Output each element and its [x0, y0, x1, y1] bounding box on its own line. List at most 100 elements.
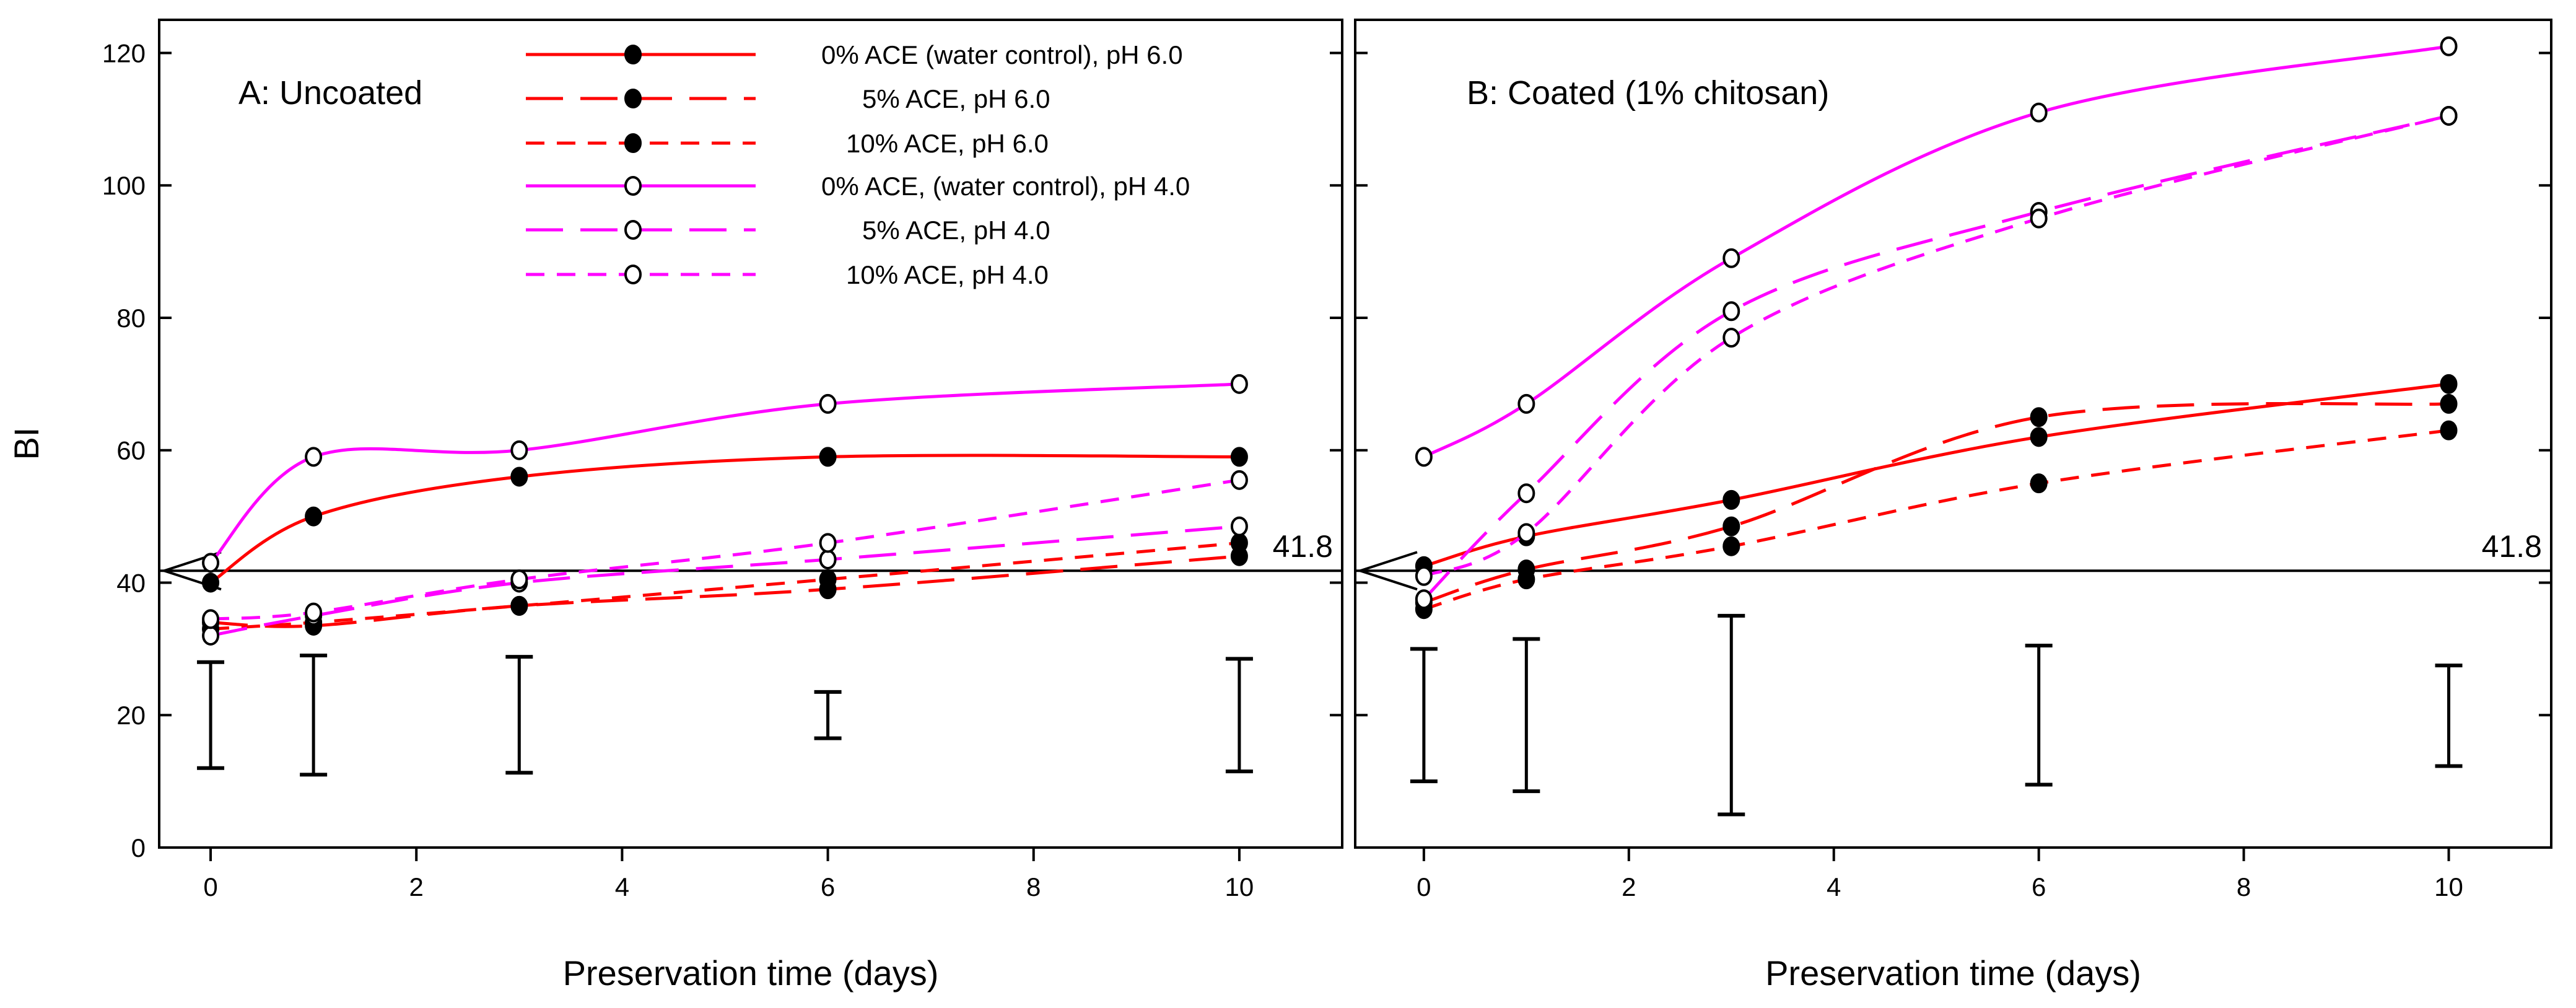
error-bar — [1410, 647, 1438, 784]
series-6 — [202, 470, 1248, 629]
error-bar — [2435, 664, 2463, 768]
y-tick-label: 80 — [116, 304, 146, 333]
data-point — [1230, 374, 1248, 394]
data-point — [1415, 566, 1433, 586]
legend-label: 5% ACE, pH 6.0 — [862, 84, 1050, 113]
legend-label: 0% ACE (water control), pH 6.0 — [821, 40, 1183, 69]
data-point — [1230, 516, 1248, 537]
series-2 — [202, 546, 1248, 636]
legend: 0% ACE (water control), pH 6.0 5% ACE, pH… — [526, 40, 1190, 289]
series-line — [1423, 401, 2449, 604]
error-bar — [2025, 644, 2053, 787]
error-bar — [814, 690, 842, 740]
panel-title: A: Uncoated — [238, 74, 422, 112]
data-point — [1722, 301, 1740, 322]
plot-frame — [158, 19, 1343, 849]
data-point — [1230, 447, 1248, 467]
legend-label: 0% ACE, (water control), pH 4.0 — [821, 172, 1190, 201]
y-axis-title: BI — [7, 427, 46, 460]
data-point — [2030, 208, 2048, 229]
data-point — [1722, 328, 1740, 348]
x-tick-label: 0 — [203, 872, 217, 901]
x-tick-label: 4 — [1827, 872, 1841, 901]
data-point — [202, 553, 220, 573]
data-point — [1722, 248, 1740, 268]
y-tick-label: 0 — [131, 833, 146, 862]
reference-arrow-icon — [1356, 551, 1418, 591]
legend-label: 5% ACE, pH 4.0 — [862, 216, 1050, 245]
series-line — [1423, 114, 2450, 578]
series-line — [210, 541, 1240, 631]
data-point — [2030, 427, 2048, 447]
series-line — [210, 554, 1240, 628]
legend-item: 10% ACE, pH 6.0 — [526, 129, 1049, 158]
y-tick-label: 40 — [116, 568, 146, 597]
series-6 — [1415, 105, 2458, 586]
data-point — [202, 625, 220, 646]
data-point — [305, 506, 323, 527]
data-point — [819, 447, 837, 467]
x-tick-label: 2 — [409, 872, 424, 901]
data-point — [819, 550, 837, 570]
x-tick-label: 8 — [1026, 872, 1041, 901]
legend-marker — [624, 45, 642, 64]
plot-frame — [1354, 19, 2552, 849]
y-tick-label: 100 — [102, 171, 146, 200]
data-point — [510, 569, 528, 590]
data-point — [2030, 473, 2048, 494]
x-axis-title: Preservation time (days) — [1765, 953, 2141, 993]
series-1 — [202, 447, 1248, 593]
series-2 — [1415, 393, 2458, 613]
legend-marker — [624, 133, 642, 153]
data-point — [510, 467, 528, 487]
data-point — [2440, 105, 2458, 126]
series-3 — [1415, 420, 2458, 620]
legend-marker — [624, 220, 642, 240]
panel-b: 0 2 4 6 8 10 Preservation time (days) B: Coated… — [1354, 19, 2552, 993]
data-point — [1415, 589, 1433, 610]
data-point — [1517, 483, 1535, 504]
data-point — [819, 393, 837, 414]
x-tick-label: 10 — [1225, 872, 1254, 901]
error-bar — [505, 655, 533, 775]
x-tick-label: 8 — [2237, 872, 2251, 901]
data-point — [1230, 470, 1248, 490]
reference-label: 41.8 — [2482, 529, 2542, 564]
data-point — [2030, 407, 2048, 427]
legend-marker — [624, 265, 642, 284]
x-tick-label: 2 — [1622, 872, 1636, 901]
legend-marker — [624, 89, 642, 108]
series-5 — [202, 516, 1248, 646]
x-tick-label: 6 — [2032, 872, 2046, 901]
x-axis-title: Preservation time (days) — [563, 953, 939, 993]
data-point — [2440, 36, 2458, 56]
data-point — [1722, 516, 1740, 537]
series-line — [1423, 114, 2450, 600]
series-4 — [1415, 36, 2458, 467]
error-bar — [197, 660, 225, 770]
error-bar — [1513, 637, 1540, 794]
y-tick-label: 60 — [116, 436, 146, 465]
series-line — [209, 454, 1239, 584]
x-tick-label: 4 — [615, 872, 629, 901]
data-point — [1517, 393, 1535, 414]
x-tick-label: 6 — [821, 872, 835, 901]
data-point — [2440, 374, 2458, 394]
legend-marker — [624, 176, 642, 196]
legend-label: 10% ACE, pH 6.0 — [846, 129, 1049, 158]
data-point — [1230, 533, 1248, 553]
series-4 — [202, 374, 1248, 573]
data-point — [510, 595, 528, 616]
series-1 — [1415, 374, 2458, 576]
panel-a: 0 20 40 60 80 100 120 0 2 4 6 8 10 Preservation time … — [102, 19, 1343, 993]
series-line — [210, 525, 1240, 638]
reference-label: 41.8 — [1273, 529, 1333, 564]
data-point — [202, 609, 220, 629]
data-point — [819, 533, 837, 553]
data-point — [1517, 523, 1535, 543]
series-3 — [202, 533, 1248, 639]
y-tick-label: 20 — [116, 701, 146, 730]
data-point — [1517, 569, 1535, 590]
data-point — [2440, 393, 2458, 414]
